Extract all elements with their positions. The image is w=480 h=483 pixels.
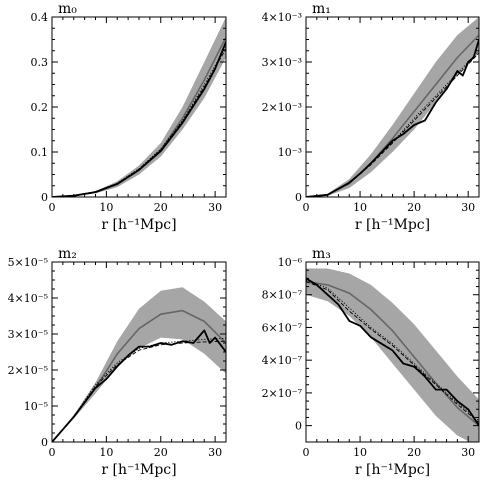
series-line-dashed [306, 281, 479, 423]
series-line-dashed [52, 48, 226, 197]
x-tick-label: 0 [303, 446, 310, 459]
panel-title: m₀ [58, 1, 77, 17]
x-tick-label: 30 [208, 446, 222, 459]
y-tick-label: 4×10⁻⁷ [262, 354, 303, 367]
plot-frame [51, 261, 227, 443]
y-tick-label: 10⁻⁶ [278, 256, 303, 269]
plot-area [306, 268, 479, 442]
series-line-grey-model [306, 280, 479, 427]
y-tick-label: 0.1 [31, 146, 49, 159]
series-line-solid-black [306, 277, 479, 427]
x-tick-label: 10 [353, 201, 367, 214]
x-tick-label: 0 [303, 201, 310, 214]
y-tick-label: 10⁻⁵ [24, 400, 48, 413]
scatter-band [306, 17, 479, 197]
series-line-dashed [52, 340, 226, 442]
y-tick-label: 3×10⁻³ [262, 56, 302, 69]
x-tick-label: 30 [461, 446, 475, 459]
x-axis-label: r [h⁻¹Mpc] [101, 462, 176, 478]
y-tick-label: 3×10⁻⁵ [8, 328, 48, 341]
plot-area [52, 17, 226, 197]
panel-3: 0 10 20 30 0 2×10⁻⁷ 4×10⁻⁷ 6×10⁻⁷ 8×10⁻⁷ 10⁻⁶ m₃ r … [262, 246, 480, 478]
x-tick-label: 10 [99, 201, 113, 214]
panel-2: 0 10 20 30 0 10⁻⁵ 2×10⁻⁵ 3×10⁻⁵ 4×10⁻⁵ 5×10⁻⁵ m₂ r … [8, 246, 227, 478]
scatter-band [52, 287, 226, 442]
y-tick-label: 2×10⁻³ [262, 101, 302, 114]
series-line-dotted [52, 46, 226, 197]
y-tick-label: 0.2 [31, 101, 49, 114]
y-tick-label: 0.4 [31, 11, 49, 24]
x-tick-label: 30 [461, 201, 475, 214]
y-tick-label: 2×10⁻⁷ [262, 387, 303, 400]
y-tick-label: 4×10⁻³ [262, 11, 302, 24]
y-tick-label: 8×10⁻⁷ [262, 289, 303, 302]
series-line-solid-black [52, 329, 226, 442]
x-tick-label: 20 [407, 446, 421, 459]
x-axis-label: r [h⁻¹Mpc] [355, 462, 430, 478]
series-line-dotted [52, 337, 226, 442]
y-tick-label: 0 [295, 191, 302, 204]
x-tick-label: 0 [49, 446, 56, 459]
y-tick-label: 5×10⁻⁵ [8, 256, 48, 269]
x-tick-label: 10 [99, 446, 113, 459]
y-tick-label: 0 [41, 436, 48, 449]
x-tick-label: 0 [49, 201, 56, 214]
x-axis-label: r [h⁻¹Mpc] [101, 217, 176, 233]
series-line-dotted [306, 279, 479, 422]
series-line-dotted [306, 50, 479, 197]
y-tick-label: 0.3 [31, 56, 49, 69]
x-tick-label: 20 [407, 201, 421, 214]
plot-area [306, 17, 479, 197]
y-tick-label: 10⁻³ [278, 146, 302, 159]
series-line-dashed [306, 52, 479, 197]
y-tick-label: 4×10⁻⁵ [8, 292, 48, 305]
series-line-solid-black [306, 39, 479, 197]
y-tick-label: 6×10⁻⁷ [262, 321, 303, 334]
y-tick-label: 0 [41, 191, 48, 204]
x-tick-label: 10 [353, 446, 367, 459]
x-tick-label: 20 [154, 201, 168, 214]
x-tick-label: 30 [208, 201, 222, 214]
panel-0: 0 10 20 30 0 0.1 0.2 0.3 0.4 m₀ r [h⁻¹Mpc] [31, 1, 227, 233]
plot-area [52, 287, 226, 442]
y-tick-label: 2×10⁻⁵ [8, 364, 48, 377]
panel-title: m₂ [58, 246, 77, 262]
panel-1: 0 10 20 30 0 10⁻³ 2×10⁻³ 3×10⁻³ 4×10⁻³ m₁ [262, 1, 480, 214]
y-tick-label: 0 [295, 420, 302, 433]
panel-title: m₃ [312, 246, 331, 262]
x-axis-label: r [h⁻¹Mpc] [355, 217, 430, 233]
scatter-band [306, 268, 479, 442]
x-tick-label: 20 [154, 446, 168, 459]
panel-title: m₁ [312, 1, 331, 17]
